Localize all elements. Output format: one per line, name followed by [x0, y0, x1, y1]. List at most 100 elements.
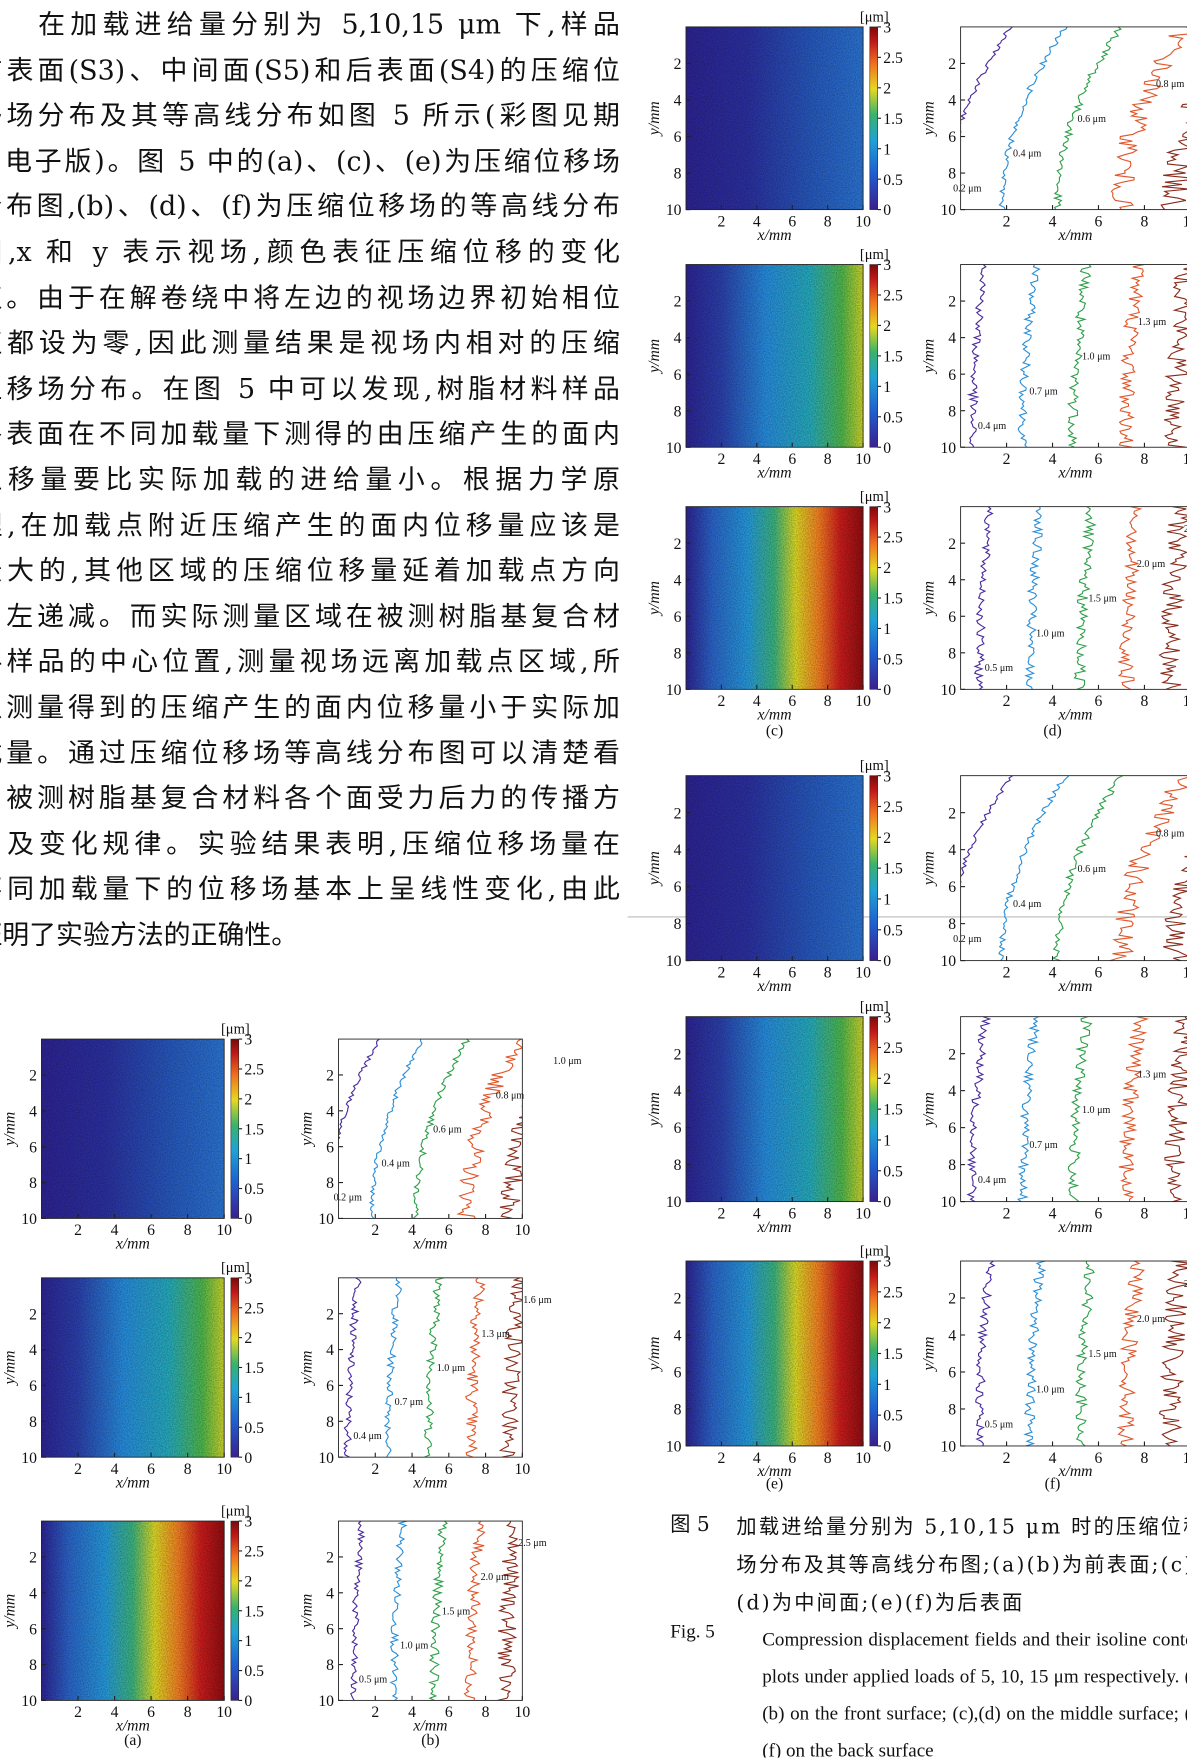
- contour-label: 1.6 μm: [523, 1295, 552, 1306]
- y-tick-label: 8: [674, 645, 682, 662]
- contour-label: 1.0 μm: [437, 1363, 466, 1374]
- x-tick-label: 6: [788, 1450, 796, 1467]
- text-line: 以测量得到的压缩产生的面内位移量小于实际加: [0, 691, 620, 723]
- plot-frame: [960, 26, 1187, 211]
- x-axis-label: x/mm: [757, 978, 792, 995]
- colorbar-tick-label: 2: [883, 1315, 891, 1332]
- y-tick-label: 10: [666, 953, 682, 970]
- contour-label: 0.4 μm: [1013, 899, 1042, 910]
- colorbar-unit: [μm]: [860, 1243, 889, 1259]
- y-tick-label: 10: [940, 1439, 956, 1456]
- x-tick-label: 8: [184, 1461, 192, 1478]
- x-tick-label: 2: [74, 1461, 82, 1478]
- x-tick-label: 10: [1183, 213, 1187, 230]
- colorbar-tick-label: 1: [244, 1633, 252, 1650]
- contour-line: [998, 26, 1068, 210]
- x-tick-label: 6: [1095, 964, 1103, 981]
- y-tick-label: 4: [326, 1342, 334, 1359]
- y-tick-label: 8: [948, 1402, 956, 1419]
- contour-line: [1073, 506, 1097, 690]
- colorbar-tick-label: 3: [244, 1032, 252, 1049]
- y-tick-label: 10: [318, 1693, 334, 1710]
- caption-text: Compression displacement fields and thei…: [762, 1628, 1187, 1758]
- colorbar-unit: [μm]: [860, 247, 889, 263]
- y-axis-label: y/mm: [2, 1351, 19, 1387]
- y-tick-label: 6: [29, 1139, 37, 1156]
- y-tick-label: 2: [674, 536, 682, 553]
- x-tick-label: 4: [1049, 213, 1057, 230]
- contour-label: 1.0 μm: [1082, 1105, 1111, 1116]
- text-line: 刊电子版)。图 5 中的(a)、(c)、(e)为压缩位移场: [0, 145, 620, 177]
- y-axis-label: y/mm: [299, 1351, 316, 1387]
- field-panel: 2 4 6 8 10 2 4 6 8 10 x/mm y/mm 0 0.5 1 1.5 2 2.5 3[μm]: [2, 1503, 265, 1734]
- x-tick-label: 6: [788, 964, 796, 981]
- y-tick-label: 2: [29, 1306, 37, 1323]
- x-tick-label: 2: [371, 1222, 379, 1239]
- y-tick-label: 6: [674, 1120, 682, 1137]
- x-tick-label: 2: [371, 1704, 379, 1721]
- contour-line: [973, 506, 994, 690]
- x-tick-label: 4: [753, 451, 761, 468]
- colorbar: [869, 26, 878, 210]
- contour-line: [423, 1277, 444, 1458]
- y-tick-label: 2: [29, 1068, 37, 1085]
- y-tick-label: 10: [940, 1194, 956, 1211]
- plot-frame: [685, 1260, 864, 1447]
- colorbar-tick-label: 1.5: [244, 1360, 264, 1377]
- contour-label: 0.5 μm: [985, 1419, 1014, 1430]
- field-panel: 2 4 6 8 10 2 4 6 8 10 x/mm y/mm 0 0.5 1 1.5 2 2.5 3[μm]: [646, 247, 903, 482]
- colorbar-tick-label: 0: [244, 1450, 252, 1467]
- y-tick-label: 6: [674, 367, 682, 384]
- contour-label: 0.5 μm: [985, 663, 1014, 674]
- x-axis-label: x/mm: [757, 227, 792, 244]
- colorbar-tick-label: 0.5: [883, 1408, 903, 1425]
- colorbar-tick-label: 0.5: [883, 922, 903, 939]
- field-panel: 2 4 6 8 10 2 4 6 8 10 x/mm y/mm 0 0.5 1 1.5 2 2.5 3[μm]: [646, 999, 903, 1236]
- y-tick-label: 4: [948, 1083, 956, 1100]
- x-tick-label: 2: [717, 693, 725, 710]
- contour-label: 1.5 μm: [1088, 594, 1117, 605]
- contour-label: 0.5 μm: [359, 1674, 388, 1685]
- y-tick-label: 2: [674, 805, 682, 822]
- contour-line: [1110, 26, 1187, 210]
- colorbar-tick-label: 0: [883, 1194, 891, 1211]
- x-tick-label: 10: [855, 693, 871, 710]
- x-tick-label: 2: [717, 1450, 725, 1467]
- colorbar-tick-label: 2: [244, 1091, 252, 1108]
- x-tick-label: 6: [1095, 1450, 1103, 1467]
- text-line: 位移场分布。在图 5 中可以发现,树脂材料样品: [0, 372, 620, 405]
- contour-line: [1117, 506, 1143, 690]
- x-tick-label: 2: [74, 1222, 82, 1239]
- x-tick-label: 6: [445, 1461, 453, 1478]
- y-tick-label: 6: [948, 609, 956, 626]
- contour-label: 0.4 μm: [978, 421, 1007, 432]
- y-tick-label: 6: [29, 1378, 37, 1395]
- y-tick-label: 2: [948, 805, 956, 822]
- body-text: 在加载进给量分别为 5,10,15 μm 下,样品 前表面(S3)、中间面(S5)…: [0, 2, 620, 958]
- x-tick-label: 2: [717, 213, 725, 230]
- plot-frame: [960, 506, 1187, 690]
- contour-line: [1163, 267, 1187, 448]
- x-tick-label: 8: [184, 1704, 192, 1721]
- x-tick-label: 8: [1141, 1205, 1149, 1222]
- contour-line: [463, 1521, 486, 1701]
- contour-panel: 0.2 μm0.4 μm0.6 μm0.8 μm1.0 μm2468102468…: [921, 775, 1187, 995]
- colorbar-tick-label: 2: [244, 1573, 252, 1590]
- x-tick-label: 8: [824, 1205, 832, 1222]
- y-tick-label: 6: [948, 879, 956, 896]
- colorbar-tick-label: 2.5: [883, 1284, 903, 1301]
- contour-line: [499, 1105, 523, 1219]
- colorbar-tick-label: 1.5: [244, 1603, 264, 1620]
- contour-line: [1158, 506, 1187, 690]
- y-axis-label: y/mm: [299, 1112, 316, 1148]
- x-axis-label: x/mm: [1058, 465, 1093, 482]
- x-tick-label: 6: [788, 451, 796, 468]
- colorbar-unit: [μm]: [221, 1260, 250, 1276]
- text-line: 载量。通过压缩位移场等高线分布图可以清楚看: [0, 736, 620, 769]
- y-tick-label: 2: [674, 1046, 682, 1063]
- contour-label: 1.0 μm: [1082, 352, 1111, 363]
- colorbar-tick-label: 2.5: [883, 50, 903, 67]
- colorbar-tick-label: 2.5: [244, 1062, 264, 1079]
- plot-frame: [338, 1277, 523, 1458]
- colorbar-tick-label: 3: [244, 1514, 252, 1531]
